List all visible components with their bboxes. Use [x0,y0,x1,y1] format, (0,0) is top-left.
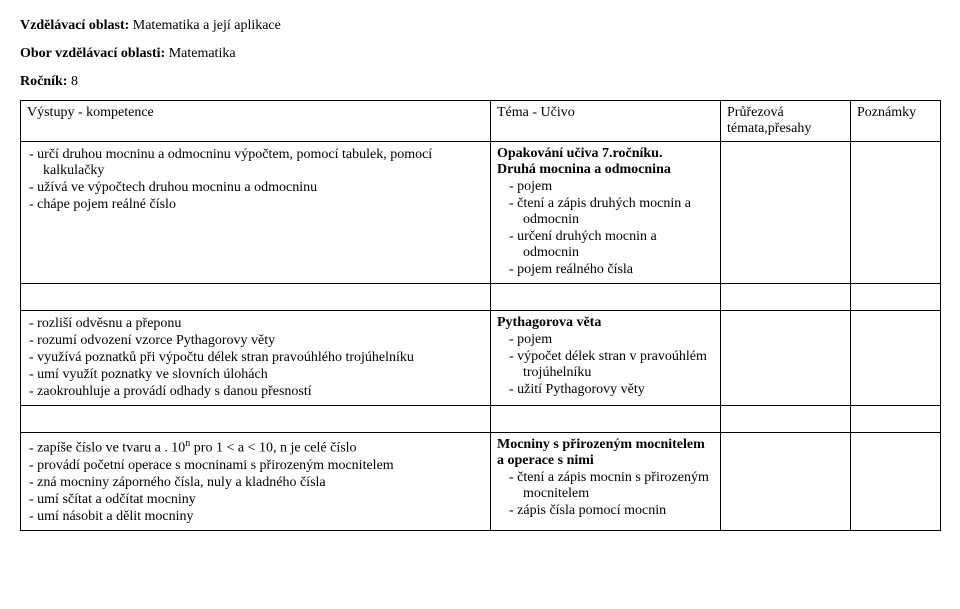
outputs-cell: zapíše číslo ve tvaru a . 10n pro 1 < a … [21,433,491,531]
notes-cell [851,311,941,406]
topic-cell: Pythagorova věta pojem výpočet délek str… [491,311,721,406]
list-item: zná mocniny záporného čísla, nuly a klad… [29,475,484,491]
grade-value: 8 [71,74,78,89]
list-item: rozliší odvěsnu a přeponu [29,316,484,332]
field-value: Matematika [169,46,236,61]
col-topic: Téma - Učivo [491,101,721,142]
topic-pre: Opakování učiva 7.ročníku. [497,146,714,162]
notes-cell [851,142,941,284]
list-item: pojem reálného čísla [509,262,714,278]
list-item: zápis čísla pomocí mocnin [509,503,714,519]
topic-title: Druhá mocnina a odmocnina [497,162,714,178]
list-item: provádí početní operace s mocninami s př… [29,458,484,474]
col-cross: Průřezová témata,přesahy [721,101,851,142]
field-label: Obor vzdělávací oblasti: [20,46,165,61]
text: pro 1 < a < 10, n je celé číslo [190,441,356,456]
col-notes: Poznámky [851,101,941,142]
cross-cell [721,142,851,284]
cross-cell [721,433,851,531]
list-item: pojem [509,332,714,348]
list-item: čtení a zápis mocnin s přirozeným mocnit… [509,470,714,502]
cross-cell [721,311,851,406]
list-item: umí využít poznatky ve slovních úlohách [29,367,484,383]
list-item: zapíše číslo ve tvaru a . 10n pro 1 < a … [29,438,484,457]
table-row: určí druhou mocninu a odmocninu výpočtem… [21,142,941,284]
table-header-row: Výstupy - kompetence Téma - Učivo Průřez… [21,101,941,142]
list-item: využívá poznatků při výpočtu délek stran… [29,350,484,366]
grade-label: Ročník: [20,74,67,89]
table-row: zapíše číslo ve tvaru a . 10n pro 1 < a … [21,433,941,531]
list-item: čtení a zápis druhých mocnin a odmocnin [509,196,714,228]
list-item: určí druhou mocninu a odmocninu výpočtem… [29,147,484,179]
outputs-cell: určí druhou mocninu a odmocninu výpočtem… [21,142,491,284]
table-row: rozliší odvěsnu a přeponu rozumí odvozen… [21,311,941,406]
list-item: umí sčítat a odčítat mocniny [29,492,484,508]
topic-title: Pythagorova věta [497,315,714,331]
list-item: užití Pythagorovy věty [509,382,714,398]
area-value: Matematika a její aplikace [133,18,281,33]
list-item: výpočet délek stran v pravoúhlém trojúhe… [509,349,714,381]
outputs-cell: rozliší odvěsnu a přeponu rozumí odvozen… [21,311,491,406]
area-label: Vzdělávací oblast: [20,18,129,33]
spacer-row [21,406,941,433]
curriculum-table: Výstupy - kompetence Téma - Učivo Průřez… [20,100,941,531]
spacer-row [21,284,941,311]
list-item: umí násobit a dělit mocniny [29,509,484,525]
list-item: určení druhých mocnin a odmocnin [509,229,714,261]
list-item: zaokrouhluje a provádí odhady s danou př… [29,384,484,400]
list-item: chápe pojem reálné číslo [29,197,484,213]
header-field: Obor vzdělávací oblasti: Matematika [20,46,940,62]
list-item: užívá ve výpočtech druhou mocninu a odmo… [29,180,484,196]
header-grade: Ročník: 8 [20,74,940,90]
notes-cell [851,433,941,531]
topic-cell: Mocniny s přirozeným mocnitelem a operac… [491,433,721,531]
list-item: rozumí odvození vzorce Pythagorovy věty [29,333,484,349]
topic-title: Mocniny s přirozeným mocnitelem a operac… [497,437,714,469]
text: zapíše číslo ve tvaru a . 10 [37,441,185,456]
list-item: pojem [509,179,714,195]
header-area: Vzdělávací oblast: Matematika a její apl… [20,18,940,34]
col-outputs: Výstupy - kompetence [21,101,491,142]
topic-cell: Opakování učiva 7.ročníku. Druhá mocnina… [491,142,721,284]
